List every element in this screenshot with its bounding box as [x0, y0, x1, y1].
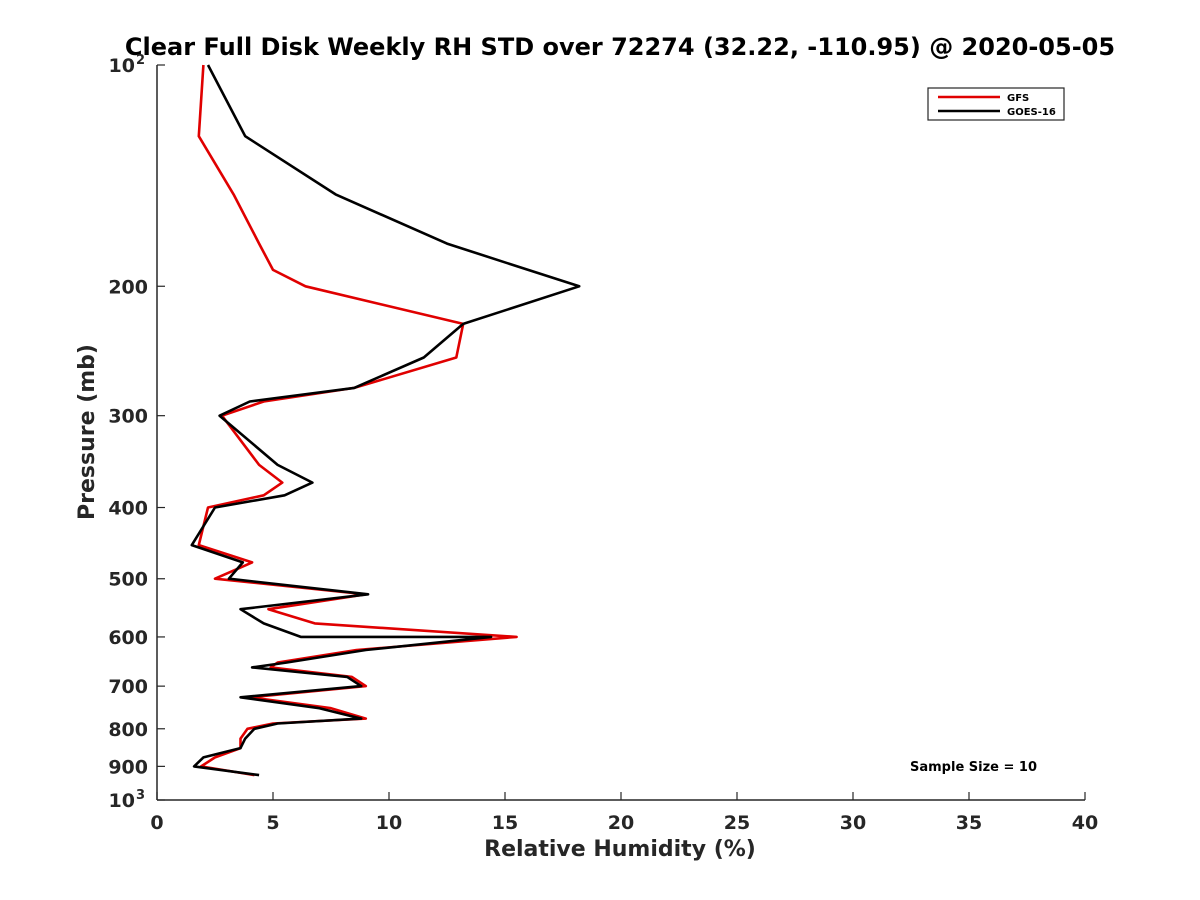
x-tick-label: 10 [376, 812, 402, 834]
y-tick-label: 500 [108, 569, 148, 591]
y-tick-label: 600 [108, 627, 148, 649]
legend-box [927, 87, 1065, 121]
series-line-goes16 [190, 64, 581, 777]
x-tick-label: 30 [840, 812, 866, 834]
y-tick-exponent: 3 [136, 788, 145, 803]
x-tick-label: 15 [492, 812, 518, 834]
y-tick-label: 400 [108, 498, 148, 520]
legend: GFS GOES-16 [927, 87, 1065, 121]
y-tick-label: 10 [109, 790, 135, 812]
y-tick-label: 700 [108, 676, 148, 698]
y-tick-label: 10 [109, 55, 135, 77]
y-tick-exponent: 2 [136, 53, 145, 68]
y-tick-label: 900 [108, 756, 148, 778]
y-tick-label: 800 [108, 719, 148, 741]
x-tick-label: 25 [724, 812, 750, 834]
legend-label-goes16: GOES-16 [1007, 107, 1056, 118]
y-tick-label: 300 [108, 406, 148, 428]
x-axis-ticks: 0 5 10 15 20 25 30 35 40 [150, 792, 1098, 834]
series-layer [190, 64, 581, 777]
y-axis-label: Pressure (mb) [75, 344, 100, 520]
x-tick-label: 20 [608, 812, 634, 834]
legend-label-gfs: GFS [1007, 93, 1029, 104]
chart-title: Clear Full Disk Weekly RH STD over 72274… [125, 33, 1115, 61]
sample-size-annotation: Sample Size = 10 [910, 760, 1037, 775]
x-tick-label: 40 [1072, 812, 1098, 834]
x-tick-label: 35 [956, 812, 982, 834]
x-axis-label: Relative Humidity (%) [484, 837, 756, 862]
y-tick-label: 200 [108, 276, 148, 298]
x-tick-label: 5 [266, 812, 279, 834]
x-tick-label: 0 [150, 812, 163, 834]
